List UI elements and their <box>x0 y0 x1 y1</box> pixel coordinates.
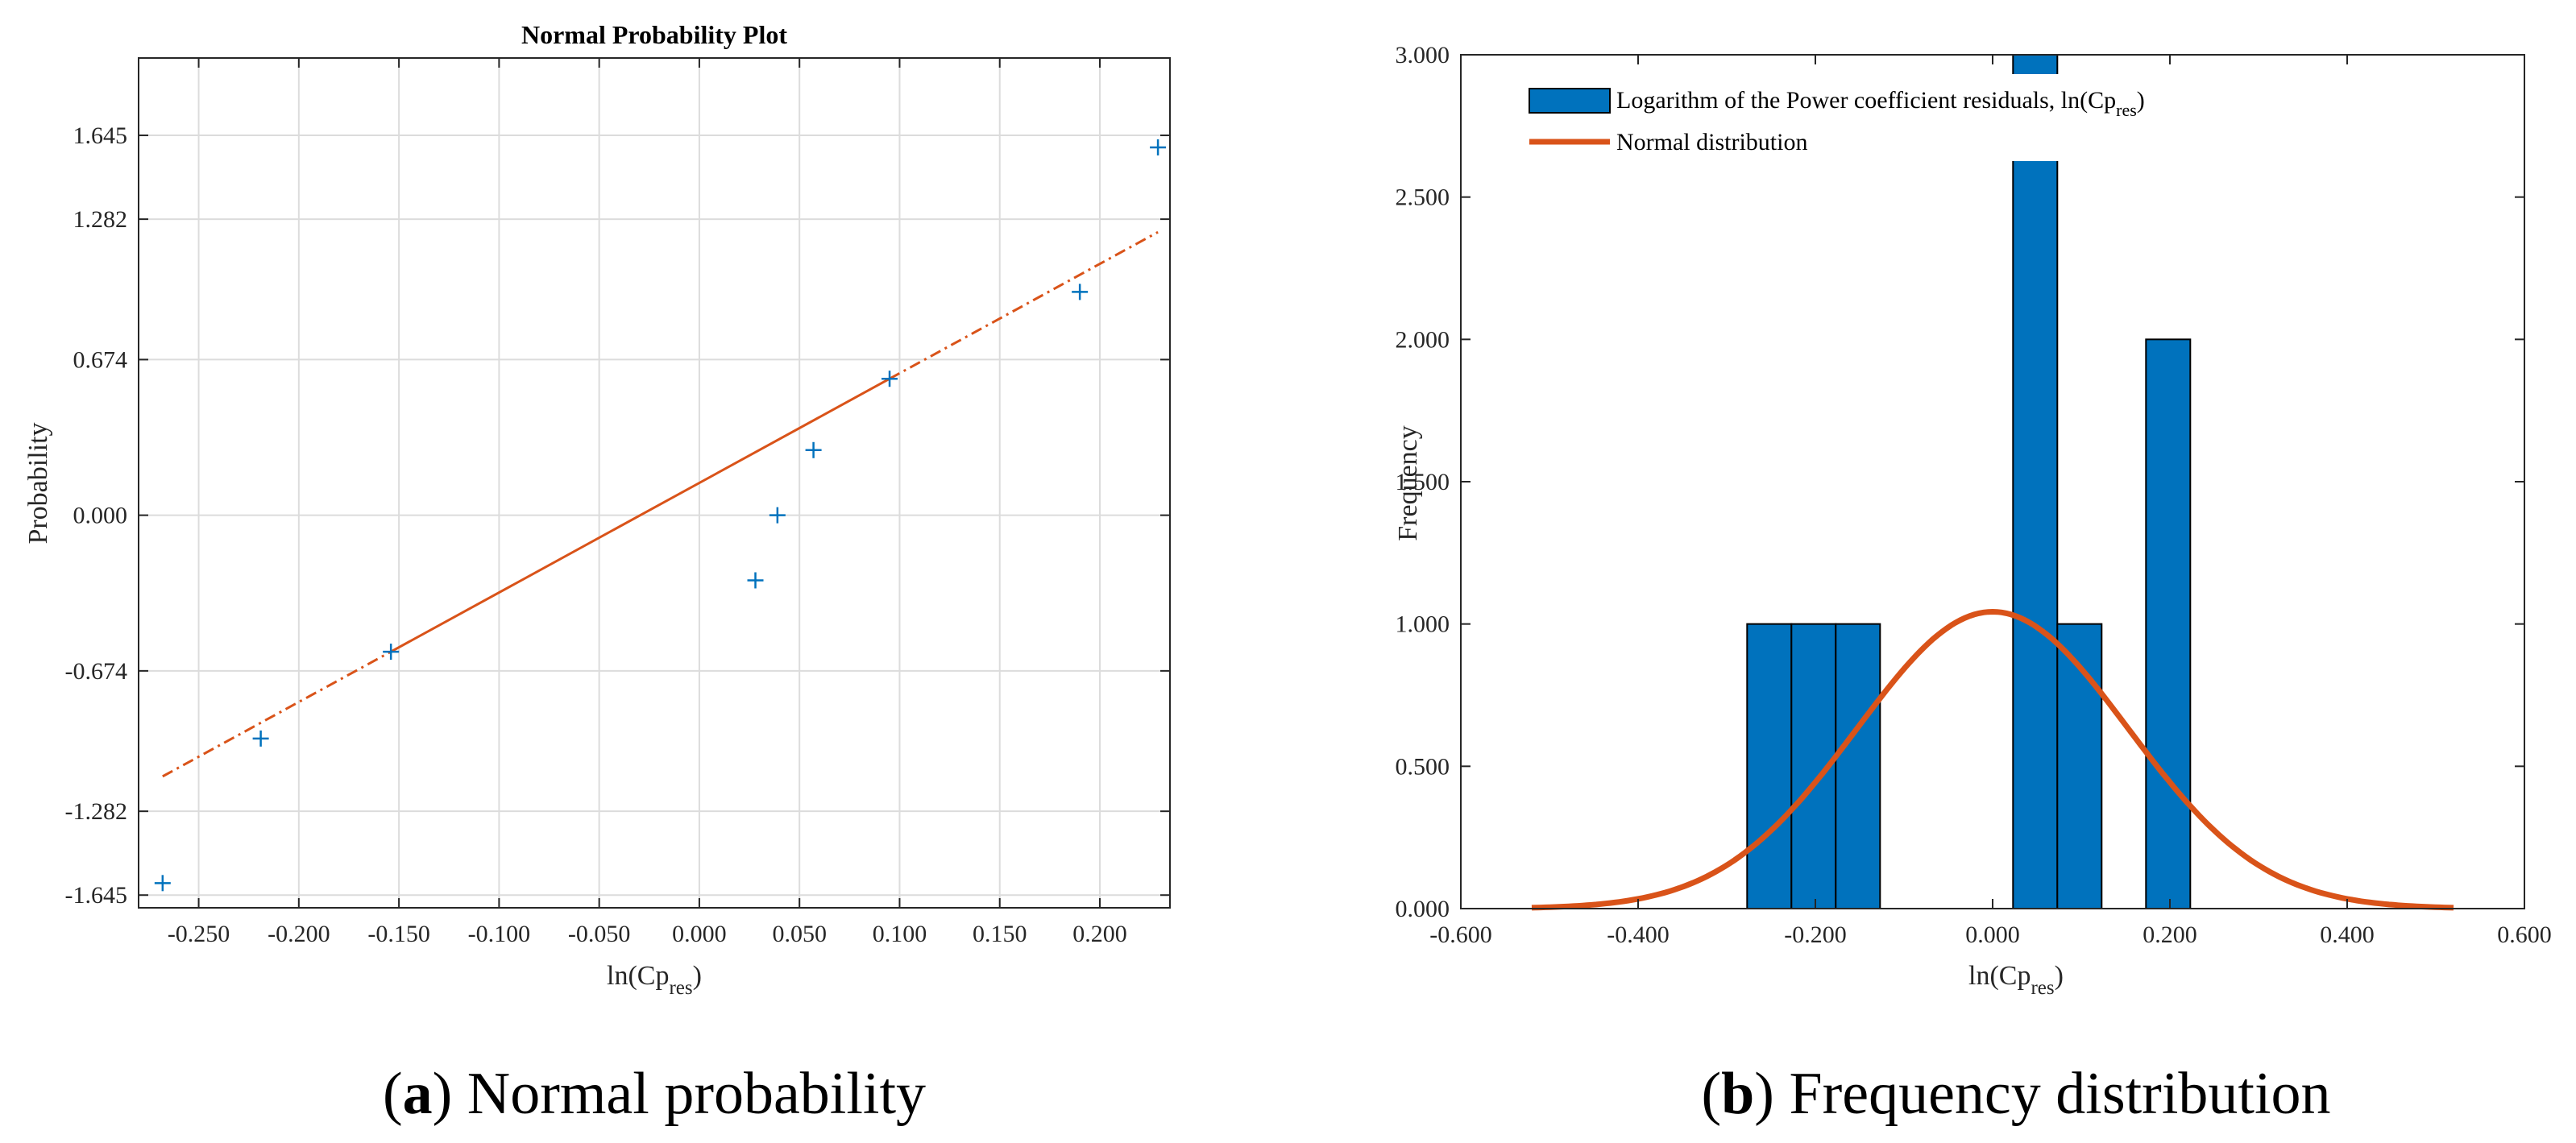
data-point <box>154 875 171 892</box>
x-tick-label: 0.200 <box>2143 921 2197 948</box>
y-tick-label: 1.645 <box>73 122 128 149</box>
x-tick-label: -0.150 <box>367 921 430 947</box>
y-tick-label: 0.500 <box>1396 753 1450 780</box>
caption-a: (a) Normal probability <box>383 1061 926 1127</box>
legend: Logarithm of the Power coefficient resid… <box>1515 74 2184 161</box>
y-tick-label: -1.282 <box>65 798 128 825</box>
y-tick-label: 1.282 <box>73 206 128 233</box>
frequency-distribution-plot: -0.600 -0.400 -0.200 0.000 0.200 0.400 0.600 0.… <box>1393 42 2552 1127</box>
x-tick-label: -0.250 <box>168 921 230 947</box>
fit-line-extension <box>162 650 392 778</box>
data-point <box>769 507 786 524</box>
y-tick-label: 1.000 <box>1396 611 1450 638</box>
x-tick-label: 0.150 <box>973 921 1027 947</box>
fit-line-solid <box>390 377 890 653</box>
x-tick-label: 0.600 <box>2497 921 2552 948</box>
y-axis-label: Frequency <box>1393 425 1423 541</box>
y-axis-label: Probability <box>23 422 53 544</box>
y-tick-label: 3.000 <box>1396 42 1450 68</box>
x-tick-label: 0.000 <box>672 921 727 947</box>
data-point <box>383 644 400 661</box>
data-point <box>747 572 764 589</box>
x-tick-label: -0.600 <box>1429 921 1492 948</box>
y-tick-label: 1.500 <box>1396 469 1450 495</box>
fit-line <box>162 230 1159 778</box>
fit-line-extension <box>889 230 1159 380</box>
y-tick-label: 2.000 <box>1396 326 1450 353</box>
histogram-bar <box>2012 54 2059 909</box>
y-tick-label: -1.645 <box>65 882 128 909</box>
plot-frame <box>1460 54 2525 909</box>
data-point <box>1072 284 1089 300</box>
data-point <box>881 371 898 387</box>
caption-b: (b) Frequency distribution <box>1701 1061 2330 1127</box>
x-tick-label: -0.200 <box>1784 921 1847 948</box>
x-tick-label: 0.400 <box>2320 921 2375 948</box>
histogram-bar <box>1835 623 1881 910</box>
x-axis-label: ln(Cpres) <box>607 961 702 999</box>
x-tick-label: 0.050 <box>772 921 827 947</box>
chart-title: Normal Probability Plot <box>521 20 787 49</box>
legend-label-curve: Normal distribution <box>1616 129 1807 155</box>
y-tick-label: 0.000 <box>73 503 128 529</box>
axis-ticks: -0.600 -0.400 -0.200 0.000 0.200 0.400 0.600 0.… <box>1396 42 2552 948</box>
y-tick-label: 0.000 <box>1396 896 1450 922</box>
data-points <box>154 139 1167 892</box>
y-tick-label: -0.674 <box>65 658 128 685</box>
data-point <box>805 441 822 458</box>
x-tick-label: 0.200 <box>1072 921 1127 947</box>
legend-swatch-bar <box>1529 88 1611 114</box>
y-tick-label: 2.500 <box>1396 184 1450 211</box>
grid-lines <box>139 58 1170 908</box>
x-tick-label: -0.100 <box>468 921 531 947</box>
data-point <box>1150 139 1167 155</box>
x-tick-label: -0.050 <box>568 921 631 947</box>
x-tick-label: -0.400 <box>1607 921 1670 948</box>
normal-distribution-curve <box>1531 608 2454 911</box>
histogram-bar <box>1746 623 1793 910</box>
axis-ticks: -0.250 -0.200 -0.150 -0.100 -0.050 0.000 0.050… <box>65 58 1170 947</box>
x-tick-label: -0.200 <box>268 921 330 947</box>
x-axis-label: ln(Cpres) <box>1968 961 2064 999</box>
x-tick-label: 0.000 <box>1965 921 2020 948</box>
legend-background <box>1515 74 2184 161</box>
plot-frame <box>138 57 1171 909</box>
y-tick-label: 0.674 <box>73 346 128 373</box>
legend-label-bars: Logarithm of the Power coefficient resid… <box>1616 87 2145 120</box>
normal-probability-plot: -0.250 -0.200 -0.150 -0.100 -0.050 0.000 0.050… <box>23 20 1171 1127</box>
x-tick-label: 0.100 <box>873 921 927 947</box>
histogram-bar <box>2145 338 2192 910</box>
data-point <box>252 730 269 747</box>
